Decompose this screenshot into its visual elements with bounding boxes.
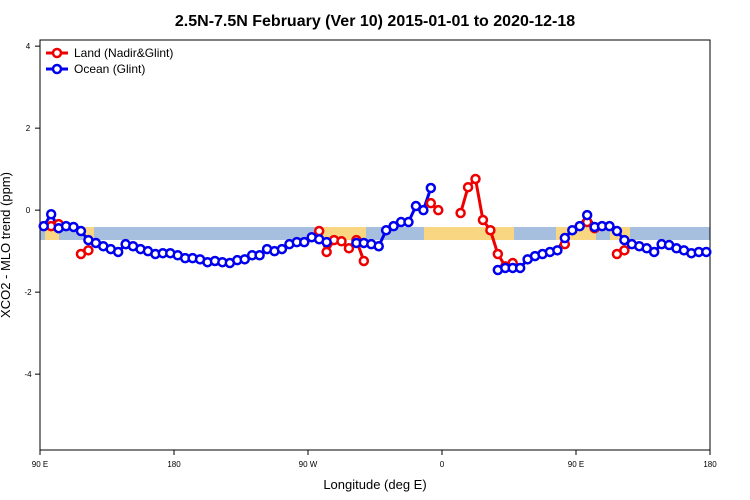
data-point [45, 209, 57, 220]
data-point [619, 245, 630, 256]
land-patch [424, 227, 514, 240]
data-point [83, 245, 94, 256]
data-point [388, 220, 399, 232]
data-point [403, 216, 414, 228]
data-point [470, 173, 481, 185]
y-axis-label: XCO2 - MLO trend (ppm) [0, 172, 13, 318]
x-tick-label: 0 [440, 460, 445, 469]
x-tick-label: 180 [167, 460, 181, 469]
data-point [425, 197, 437, 209]
x-tick-label: 90 E [32, 460, 48, 469]
data-point [462, 181, 474, 193]
data-point [380, 224, 392, 236]
plot-frame [39, 39, 711, 451]
data-point [425, 182, 437, 194]
data-point [418, 204, 429, 216]
data-point [648, 246, 660, 258]
data-point [321, 246, 332, 258]
y-tick-label: 2 [26, 124, 31, 133]
data-point [701, 246, 712, 258]
data-point [552, 245, 563, 256]
data-point [68, 221, 79, 233]
data-point [492, 248, 504, 260]
data-point [358, 255, 370, 267]
x-tick-label: 180 [703, 460, 717, 469]
land-patch [84, 227, 94, 240]
data-point [455, 207, 466, 219]
y-tick-label: 0 [26, 206, 31, 215]
data-point [581, 209, 593, 221]
data-point [254, 250, 265, 261]
data-point [433, 204, 444, 216]
data-point [574, 220, 585, 232]
data-point [75, 225, 87, 237]
legend-label: Land (Nadir&Glint) [74, 46, 173, 60]
data-point [239, 254, 250, 265]
data-point [611, 225, 623, 237]
data-point [410, 200, 422, 212]
data-point [276, 243, 288, 255]
y-tick-label: -4 [24, 370, 32, 379]
data-point [514, 262, 526, 274]
data-point [313, 225, 325, 237]
x-tick-label: 90 W [299, 460, 318, 469]
x-tick-label: 90 E [568, 460, 584, 469]
data-point [619, 234, 630, 246]
data-point [559, 232, 571, 244]
x-axis-label: Longitude (deg E) [323, 477, 426, 492]
data-point [485, 224, 496, 236]
data-point [38, 220, 49, 232]
data-point [112, 246, 124, 258]
chart-title: 2.5N-7.5N February (Ver 10) 2015-01-01 t… [175, 13, 575, 30]
legend-marker [51, 47, 63, 59]
data-point [477, 214, 489, 226]
data-point [373, 240, 384, 252]
data-point [343, 243, 355, 254]
ocean-band [40, 227, 710, 240]
legend-marker [51, 63, 63, 75]
data-point [321, 236, 332, 248]
y-tick-label: -2 [24, 288, 32, 297]
data-point [604, 220, 615, 232]
data-point [567, 224, 578, 236]
data-point [299, 236, 310, 248]
y-tick-label: 4 [26, 42, 31, 51]
data-point [336, 236, 347, 247]
legend-label: Ocean (Glint) [74, 62, 145, 76]
